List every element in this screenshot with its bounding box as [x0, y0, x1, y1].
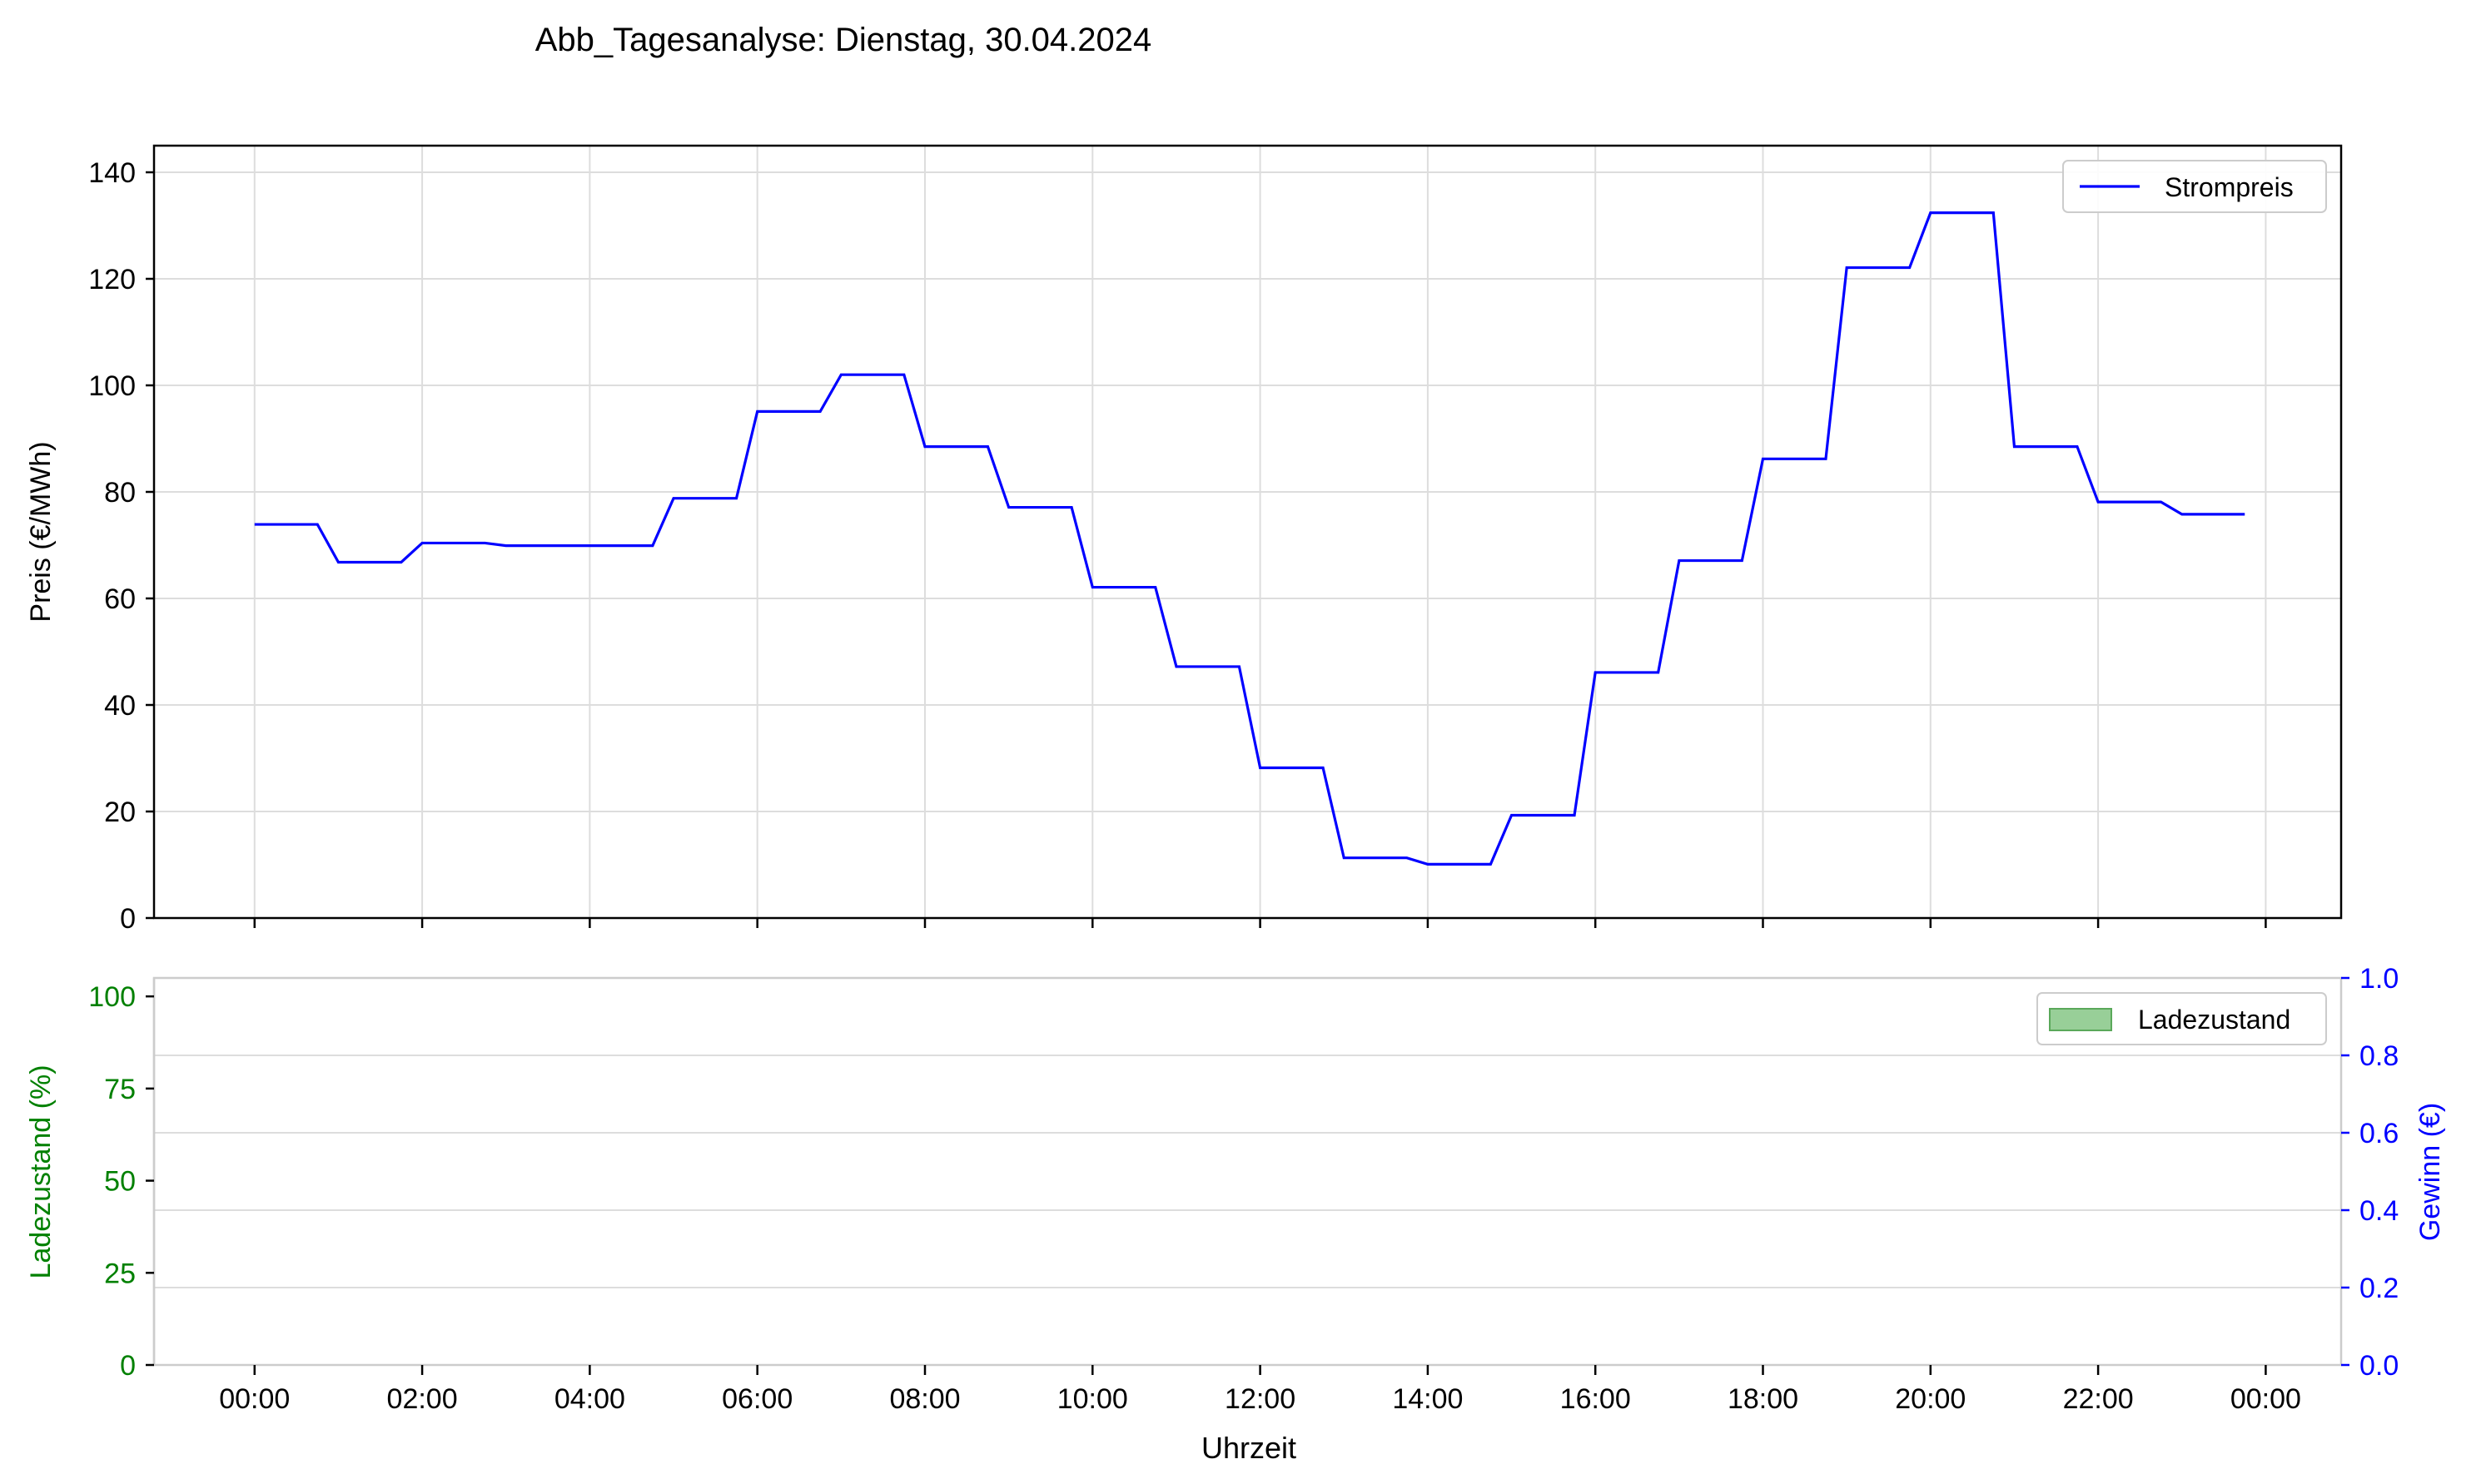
- soc-y-axis-label: Ladezustand (%): [25, 1065, 57, 1278]
- price-y-tick-label-0: 0: [120, 903, 136, 935]
- price-y-tick-label-3: 60: [104, 583, 136, 615]
- price-legend: Strompreis: [2062, 160, 2327, 213]
- soc-x-tick-label-2: 04:00: [554, 1383, 625, 1415]
- soc-legend-box: [2036, 992, 2327, 1045]
- soc-x-ticks: 00:00 02:00 04:00 06:00 08:00 10:00 12:00 14:00…: [219, 1365, 2301, 1415]
- soc-y-tick-label-1: 25: [104, 1258, 136, 1289]
- soc-x-tick-label-10: 20:00: [1895, 1383, 1966, 1415]
- profit-y-tick-label-1: 0.2: [2359, 1273, 2399, 1304]
- soc-y-tick-label-4: 100: [88, 981, 136, 1013]
- price-y-tick-label-5: 100: [88, 370, 136, 402]
- price-y-tick-label-2: 40: [104, 690, 136, 722]
- soc-y-tick-label-3: 75: [104, 1074, 136, 1105]
- profit-y-tick-label-5: 1.0: [2359, 963, 2399, 995]
- profit-y-axis-label: Gewinn (€): [2414, 1103, 2446, 1241]
- price-line: [254, 211, 2245, 866]
- price-y-tick-label-1: 20: [104, 797, 136, 828]
- price-y-tick-label-6: 120: [88, 264, 136, 295]
- soc-x-tick-label-0: 00:00: [219, 1383, 290, 1415]
- soc-grid: [154, 977, 2341, 1366]
- soc-y-ticks: 0 25 50 75 100: [88, 981, 154, 1382]
- soc-chart: 0 25 50 75 100 0.0 0.2 0.4 0.6 0.8 1.0 00:00 02:00…: [25, 963, 2446, 1465]
- price-x-ticks: [253, 918, 2267, 928]
- soc-x-tick-label-6: 12:00: [1225, 1383, 1295, 1415]
- price-axes-frame: [152, 144, 2343, 920]
- price-y-tick-label-7: 140: [88, 157, 136, 189]
- soc-legend-swatch: [2049, 1008, 2112, 1031]
- price-legend-label: Strompreis: [2165, 172, 2294, 202]
- soc-x-tick-label-8: 16:00: [1560, 1383, 1631, 1415]
- price-grid: [154, 146, 2341, 919]
- figure-title: Abb_Tagesanalyse: Dienstag, 30.04.2024: [535, 22, 1152, 58]
- price-legend-box: [2062, 160, 2327, 213]
- soc-x-tick-label-7: 14:00: [1392, 1383, 1463, 1415]
- soc-axes-frame: [152, 976, 2343, 1367]
- soc-x-tick-label-12: 00:00: [2230, 1383, 2301, 1415]
- soc-x-axis-label: Uhrzeit: [1201, 1431, 1296, 1465]
- profit-y-tick-label-4: 0.8: [2359, 1040, 2399, 1072]
- profit-y-ticks: 0.0 0.2 0.4 0.6 0.8 1.0: [2341, 963, 2399, 1382]
- soc-y-tick-label-2: 50: [104, 1166, 136, 1198]
- soc-x-tick-label-4: 08:00: [889, 1383, 960, 1415]
- price-chart: 0 20 40 60 80 100 120 140 Preis (€/MWh) Strompr…: [25, 144, 2343, 935]
- price-y-axis-label: Preis (€/MWh): [25, 441, 57, 622]
- soc-x-tick-label-9: 18:00: [1728, 1383, 1798, 1415]
- soc-x-tick-label-5: 10:00: [1057, 1383, 1128, 1415]
- soc-y-tick-label-0: 0: [120, 1350, 136, 1382]
- profit-y-tick-label-0: 0.0: [2359, 1350, 2399, 1382]
- soc-legend: Ladezustand: [2036, 992, 2327, 1045]
- profit-y-tick-label-3: 0.6: [2359, 1118, 2399, 1149]
- price-y-ticks: 0 20 40 60 80 100 120 140: [88, 157, 154, 935]
- soc-x-tick-label-1: 02:00: [387, 1383, 458, 1415]
- soc-x-tick-label-3: 06:00: [722, 1383, 793, 1415]
- soc-x-tick-label-11: 22:00: [2063, 1383, 2134, 1415]
- price-y-tick-label-4: 80: [104, 477, 136, 509]
- soc-legend-label: Ladezustand: [2138, 1005, 2290, 1035]
- profit-y-tick-label-2: 0.4: [2359, 1195, 2399, 1227]
